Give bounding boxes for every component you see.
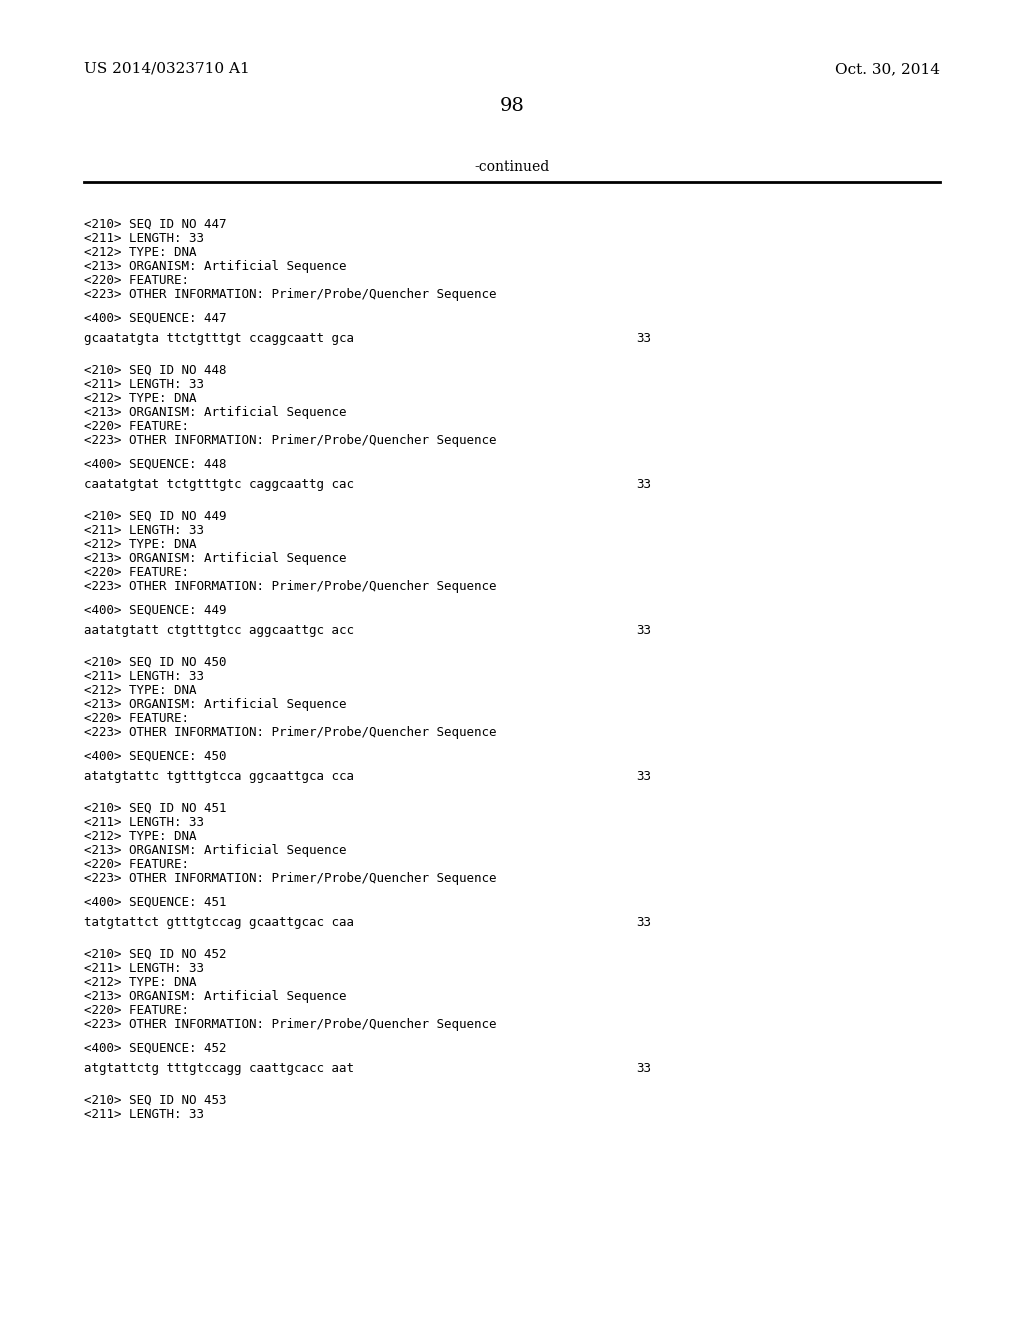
Text: 33: 33 xyxy=(636,624,651,638)
Text: <223> OTHER INFORMATION: Primer/Probe/Quencher Sequence: <223> OTHER INFORMATION: Primer/Probe/Qu… xyxy=(84,288,497,301)
Text: <400> SEQUENCE: 452: <400> SEQUENCE: 452 xyxy=(84,1041,226,1055)
Text: <213> ORGANISM: Artificial Sequence: <213> ORGANISM: Artificial Sequence xyxy=(84,990,346,1003)
Text: <210> SEQ ID NO 452: <210> SEQ ID NO 452 xyxy=(84,948,226,961)
Text: <220> FEATURE:: <220> FEATURE: xyxy=(84,566,189,579)
Text: <211> LENGTH: 33: <211> LENGTH: 33 xyxy=(84,1107,204,1121)
Text: <213> ORGANISM: Artificial Sequence: <213> ORGANISM: Artificial Sequence xyxy=(84,260,346,273)
Text: <223> OTHER INFORMATION: Primer/Probe/Quencher Sequence: <223> OTHER INFORMATION: Primer/Probe/Qu… xyxy=(84,1018,497,1031)
Text: <400> SEQUENCE: 447: <400> SEQUENCE: 447 xyxy=(84,312,226,325)
Text: 33: 33 xyxy=(636,916,651,929)
Text: <211> LENGTH: 33: <211> LENGTH: 33 xyxy=(84,378,204,391)
Text: <210> SEQ ID NO 453: <210> SEQ ID NO 453 xyxy=(84,1094,226,1107)
Text: <223> OTHER INFORMATION: Primer/Probe/Quencher Sequence: <223> OTHER INFORMATION: Primer/Probe/Qu… xyxy=(84,873,497,884)
Text: <220> FEATURE:: <220> FEATURE: xyxy=(84,711,189,725)
Text: <213> ORGANISM: Artificial Sequence: <213> ORGANISM: Artificial Sequence xyxy=(84,552,346,565)
Text: <210> SEQ ID NO 449: <210> SEQ ID NO 449 xyxy=(84,510,226,523)
Text: <220> FEATURE:: <220> FEATURE: xyxy=(84,275,189,286)
Text: <213> ORGANISM: Artificial Sequence: <213> ORGANISM: Artificial Sequence xyxy=(84,698,346,711)
Text: <223> OTHER INFORMATION: Primer/Probe/Quencher Sequence: <223> OTHER INFORMATION: Primer/Probe/Qu… xyxy=(84,726,497,739)
Text: 33: 33 xyxy=(636,478,651,491)
Text: <210> SEQ ID NO 451: <210> SEQ ID NO 451 xyxy=(84,803,226,814)
Text: <212> TYPE: DNA: <212> TYPE: DNA xyxy=(84,246,197,259)
Text: <210> SEQ ID NO 450: <210> SEQ ID NO 450 xyxy=(84,656,226,669)
Text: aatatgtatt ctgtttgtcc aggcaattgc acc: aatatgtatt ctgtttgtcc aggcaattgc acc xyxy=(84,624,354,638)
Text: <212> TYPE: DNA: <212> TYPE: DNA xyxy=(84,392,197,405)
Text: atgtattctg tttgtccagg caattgcacc aat: atgtattctg tttgtccagg caattgcacc aat xyxy=(84,1063,354,1074)
Text: <212> TYPE: DNA: <212> TYPE: DNA xyxy=(84,830,197,843)
Text: <211> LENGTH: 33: <211> LENGTH: 33 xyxy=(84,816,204,829)
Text: <210> SEQ ID NO 448: <210> SEQ ID NO 448 xyxy=(84,364,226,378)
Text: <212> TYPE: DNA: <212> TYPE: DNA xyxy=(84,684,197,697)
Text: <220> FEATURE:: <220> FEATURE: xyxy=(84,420,189,433)
Text: <211> LENGTH: 33: <211> LENGTH: 33 xyxy=(84,524,204,537)
Text: <213> ORGANISM: Artificial Sequence: <213> ORGANISM: Artificial Sequence xyxy=(84,843,346,857)
Text: <400> SEQUENCE: 450: <400> SEQUENCE: 450 xyxy=(84,750,226,763)
Text: 33: 33 xyxy=(636,1063,651,1074)
Text: 98: 98 xyxy=(500,96,524,115)
Text: <220> FEATURE:: <220> FEATURE: xyxy=(84,858,189,871)
Text: gcaatatgta ttctgtttgt ccaggcaatt gca: gcaatatgta ttctgtttgt ccaggcaatt gca xyxy=(84,333,354,345)
Text: Oct. 30, 2014: Oct. 30, 2014 xyxy=(835,62,940,77)
Text: <400> SEQUENCE: 451: <400> SEQUENCE: 451 xyxy=(84,896,226,909)
Text: <211> LENGTH: 33: <211> LENGTH: 33 xyxy=(84,962,204,975)
Text: -continued: -continued xyxy=(474,160,550,174)
Text: US 2014/0323710 A1: US 2014/0323710 A1 xyxy=(84,62,250,77)
Text: 33: 33 xyxy=(636,333,651,345)
Text: <400> SEQUENCE: 449: <400> SEQUENCE: 449 xyxy=(84,605,226,616)
Text: <211> LENGTH: 33: <211> LENGTH: 33 xyxy=(84,671,204,682)
Text: tatgtattct gtttgtccag gcaattgcac caa: tatgtattct gtttgtccag gcaattgcac caa xyxy=(84,916,354,929)
Text: <400> SEQUENCE: 448: <400> SEQUENCE: 448 xyxy=(84,458,226,471)
Text: <212> TYPE: DNA: <212> TYPE: DNA xyxy=(84,539,197,550)
Text: <220> FEATURE:: <220> FEATURE: xyxy=(84,1005,189,1016)
Text: <210> SEQ ID NO 447: <210> SEQ ID NO 447 xyxy=(84,218,226,231)
Text: <212> TYPE: DNA: <212> TYPE: DNA xyxy=(84,975,197,989)
Text: <223> OTHER INFORMATION: Primer/Probe/Quencher Sequence: <223> OTHER INFORMATION: Primer/Probe/Qu… xyxy=(84,579,497,593)
Text: caatatgtat tctgtttgtc caggcaattg cac: caatatgtat tctgtttgtc caggcaattg cac xyxy=(84,478,354,491)
Text: 33: 33 xyxy=(636,770,651,783)
Text: <223> OTHER INFORMATION: Primer/Probe/Quencher Sequence: <223> OTHER INFORMATION: Primer/Probe/Qu… xyxy=(84,434,497,447)
Text: atatgtattc tgtttgtcca ggcaattgca cca: atatgtattc tgtttgtcca ggcaattgca cca xyxy=(84,770,354,783)
Text: <211> LENGTH: 33: <211> LENGTH: 33 xyxy=(84,232,204,246)
Text: <213> ORGANISM: Artificial Sequence: <213> ORGANISM: Artificial Sequence xyxy=(84,407,346,418)
